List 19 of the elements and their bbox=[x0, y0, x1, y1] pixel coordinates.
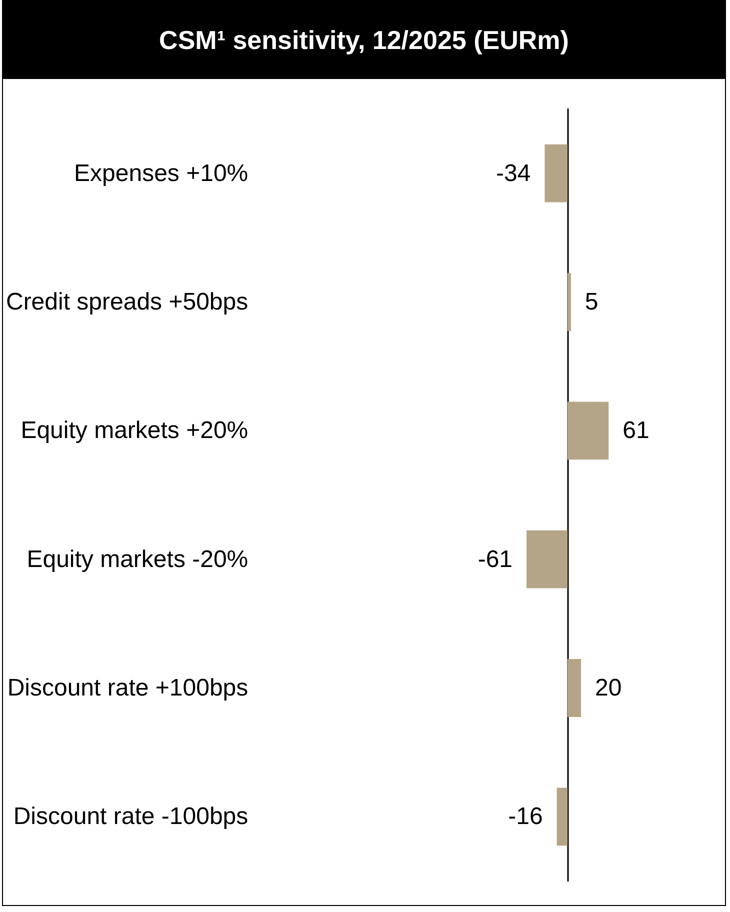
y-tick-label: Equity markets +20% bbox=[20, 417, 248, 444]
y-tick-label: Equity markets -20% bbox=[26, 546, 248, 573]
data-label: 5 bbox=[584, 288, 598, 316]
bar bbox=[568, 273, 571, 331]
y-tick-label: Expenses +10% bbox=[74, 160, 248, 187]
y-tick-label: Discount rate +100bps bbox=[7, 674, 248, 702]
data-label: -34 bbox=[496, 160, 531, 187]
data-label: 61 bbox=[622, 417, 650, 444]
y-tick-label: Discount rate -100bps bbox=[13, 803, 248, 830]
data-label: -16 bbox=[508, 803, 543, 830]
bar bbox=[568, 659, 582, 717]
bar bbox=[568, 402, 609, 460]
bar bbox=[556, 788, 568, 846]
data-label: -61 bbox=[478, 546, 513, 573]
y-tick-label: Credit spreads +50bps bbox=[6, 288, 248, 316]
bar bbox=[526, 530, 568, 588]
bar bbox=[544, 144, 568, 202]
data-label: 20 bbox=[595, 674, 622, 702]
chart-title: CSM¹ sensitivity, 12/2025 (EURm) bbox=[3, 1, 725, 79]
